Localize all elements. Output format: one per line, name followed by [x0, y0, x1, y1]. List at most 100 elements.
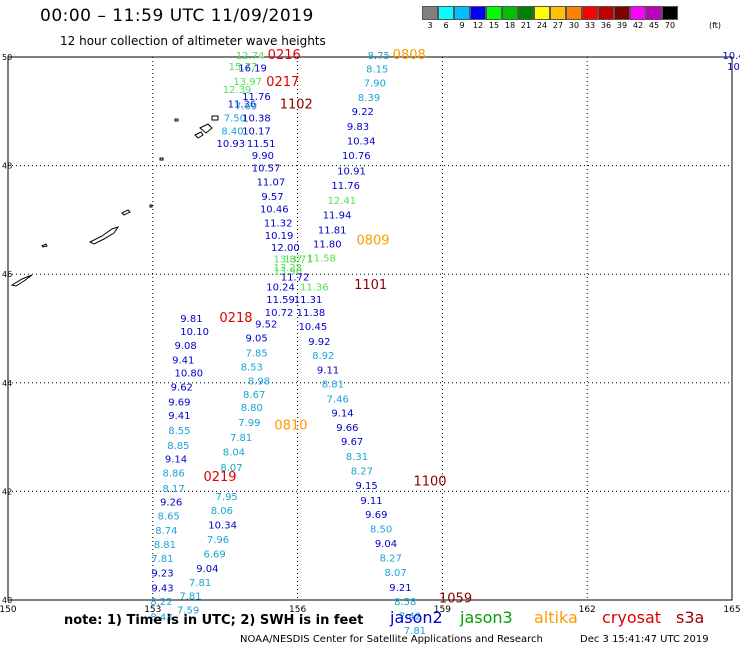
wave-height-value: 10.45: [299, 322, 328, 333]
wave-height-value: 12.41: [328, 196, 357, 207]
wave-height-value: 11.59: [266, 295, 295, 306]
legend-tick-label: 6: [443, 21, 449, 30]
legend-swatch: [534, 6, 550, 20]
wave-height-value: 11.80: [313, 240, 342, 251]
pass-time-label: 0216: [268, 48, 301, 63]
wave-height-value: 8.74: [155, 526, 177, 537]
wave-height-value: 10.38: [242, 114, 271, 125]
wave-height-value: 7.81: [151, 554, 173, 565]
wave-height-value: 10.72: [265, 308, 294, 319]
wave-height-value: 10.80: [175, 368, 204, 379]
wave-height-value: 11.76: [242, 92, 271, 103]
legend-swatch: [518, 6, 534, 20]
legend-tick-label: 42: [632, 21, 644, 30]
wave-height-value: 10.34: [208, 520, 237, 531]
wave-height-value: 9.41: [172, 355, 194, 366]
legend-swatch: [582, 6, 598, 20]
wave-height-value: 8.53: [241, 362, 263, 373]
wave-height-value: 11.36: [228, 99, 257, 110]
wave-height-value: 9.67: [341, 437, 363, 448]
wave-height-value: 9.23: [151, 569, 173, 580]
wave-height-value: 13.97: [233, 77, 262, 88]
legend-tick-label: 18: [504, 21, 516, 30]
wave-height-value: 7.46: [327, 394, 349, 405]
wave-height-value: 11.81: [318, 225, 347, 236]
wave-height-value: 8.40: [221, 127, 243, 138]
legend-swatch: [422, 6, 438, 20]
legend-swatch: [550, 6, 566, 20]
wave-height-value: 7.99: [238, 418, 260, 429]
wave-height-value: 9.83: [347, 122, 369, 133]
wave-height-value: 11.07: [257, 178, 286, 189]
wave-height-value: 10.46: [260, 204, 289, 215]
legend-swatch: [598, 6, 614, 20]
island-outline: [199, 123, 213, 134]
satellite-label-jason3: jason3: [460, 608, 513, 627]
wave-height-value: 11.72: [281, 273, 310, 284]
wave-height-value: 7.96: [207, 535, 229, 546]
wave-height-value: 8.67: [243, 390, 265, 401]
wave-height-value: 8.31: [346, 452, 368, 463]
legend-swatch: [454, 6, 470, 20]
lon-tick-label: 159: [434, 605, 451, 615]
island-outline: [88, 226, 120, 245]
satellite-label-altika: altika: [534, 608, 578, 627]
lon-tick-label: 162: [579, 605, 596, 615]
page-title: 00:00 – 11:59 UTC 11/09/2019: [40, 6, 314, 26]
wave-height-value: 9.14: [331, 408, 353, 419]
wave-height-value: 7.95: [216, 492, 238, 503]
generated-timestamp: Dec 3 15:41:47 UTC 2019: [580, 634, 709, 645]
wave-height-value: 11.36: [300, 282, 329, 293]
wave-height-value: 9.21: [389, 583, 411, 594]
lon-tick-label: 156: [289, 605, 306, 615]
legend-swatch: [614, 6, 630, 20]
wave-height-value: 7.81: [404, 626, 426, 637]
pass-time-label: 1100: [413, 474, 446, 489]
legend-tick-label: 12: [472, 21, 484, 30]
wave-height-value: 9.92: [308, 337, 330, 348]
pass-time-label: 0218: [219, 311, 252, 326]
wave-height-value: 9.04: [196, 564, 218, 575]
wave-height-value: 9.52: [255, 319, 277, 330]
legend-tick-label: 24: [536, 21, 548, 30]
pass-time-label: 0809: [356, 233, 389, 248]
wave-height-value: 10.57: [252, 164, 281, 175]
wave-height-value: 11.76: [331, 181, 360, 192]
legend-tick-label: 27: [552, 21, 564, 30]
wave-height-value: 8.98: [248, 376, 270, 387]
wave-height-value: 9.22: [352, 107, 374, 118]
legend-swatch: [646, 6, 662, 20]
wave-height-value: 10.91: [337, 166, 366, 177]
island-outline: [174, 118, 179, 122]
wave-height-value: 11.51: [247, 139, 276, 150]
wave-height-value: 13.90: [273, 267, 302, 278]
island-outline: [211, 115, 219, 121]
wave-height-value: 9.43: [151, 583, 173, 594]
wave-height-value: 9.69: [168, 398, 190, 409]
wave-height-value: 11.32: [264, 218, 293, 229]
legend-swatch: [470, 6, 486, 20]
island-outline: [194, 131, 204, 139]
island-outline: [159, 157, 164, 161]
wave-height-value: 8.92: [312, 351, 334, 362]
wave-height-value: 13.23: [273, 263, 302, 274]
wave-height-value: 12.00: [271, 243, 300, 254]
wave-height-value: 8.80: [241, 403, 263, 414]
wave-height-value: 8.86: [162, 469, 184, 480]
wave-height-value: 7.81: [179, 591, 201, 602]
legend-swatch: [566, 6, 582, 20]
wave-height-value: 8.75: [368, 51, 390, 62]
lat-tick-label: 40: [2, 596, 12, 605]
wave-height-value: 13.71: [284, 254, 313, 265]
lon-tick-label: 150: [0, 605, 17, 615]
wave-height-value: 11.38: [297, 308, 326, 319]
wave-height-value: 8.81: [322, 380, 344, 391]
legend-tick-label: 36: [600, 21, 612, 30]
wave-height-value: 8.07: [220, 463, 242, 474]
footnote: note: 1) Time is in UTC; 2) SWH is in fe…: [64, 613, 364, 628]
wave-height-value: 10.10: [180, 327, 209, 338]
wave-height-value: 6.69: [203, 550, 225, 561]
wave-height-value: 8.07: [384, 568, 406, 579]
lat-tick-label: 44: [2, 379, 12, 388]
